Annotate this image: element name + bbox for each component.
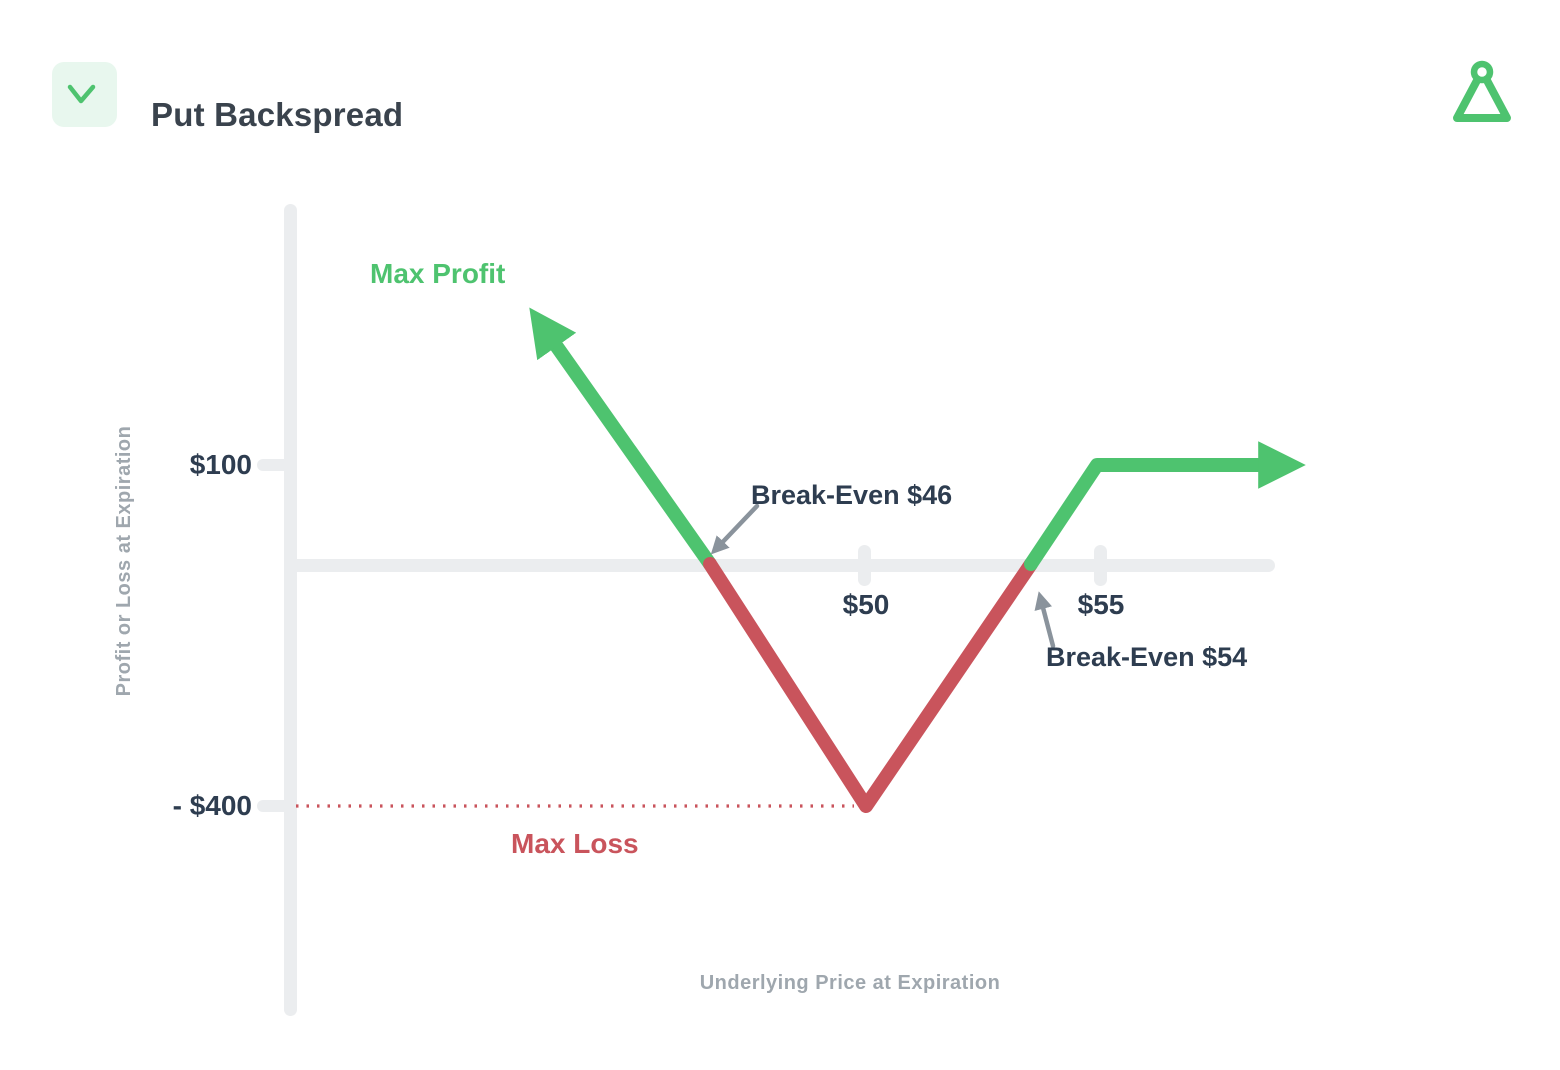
y-tick-label-100: $100 [189, 449, 252, 480]
page-title: Put Backspread [151, 96, 404, 134]
max-loss-label: Max Loss [511, 828, 639, 859]
option-alpha-logo-icon [1453, 60, 1511, 122]
strategy-icon-box [52, 62, 117, 127]
option-alpha-logo [1446, 58, 1518, 132]
x-tick-label-50: $50 [842, 589, 890, 620]
break-even-lower-label: Break-Even $46 [751, 480, 953, 510]
break-even-upper-label: Break-Even $54 [1046, 642, 1248, 672]
y-axis-label: Profit or Loss at Expiration [113, 425, 135, 697]
put-backspread-icon [67, 84, 96, 104]
x-tick-label-55: $55 [1077, 589, 1125, 620]
y-tick-label-neg400: - $400 [172, 790, 252, 821]
x-axis-label: Underlying Price at Expiration [699, 972, 1001, 994]
max-profit-label: Max Profit [370, 258, 506, 289]
